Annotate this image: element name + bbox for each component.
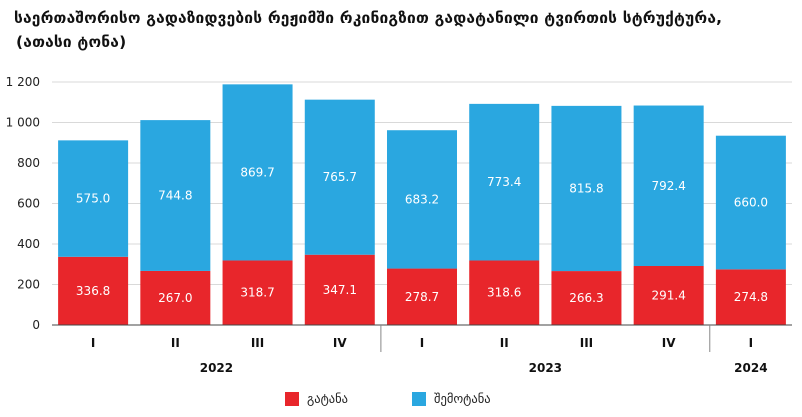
bar-segment-export: [58, 256, 129, 325]
data-label-import: 815.8: [569, 181, 603, 195]
data-label-import: 575.0: [76, 192, 110, 206]
data-label-import: 869.7: [240, 165, 274, 179]
bar-segment-import: [469, 103, 540, 261]
data-label-export: 291.4: [651, 288, 685, 302]
bar-segment-import: [222, 84, 293, 261]
data-label-import: 773.4: [487, 175, 521, 189]
x-year-label: 2022: [200, 361, 233, 375]
x-year-label: 2023: [529, 361, 562, 375]
bar-segment-export: [715, 269, 786, 325]
x-category-label: III: [251, 336, 264, 350]
x-year-label: 2024: [734, 361, 767, 375]
data-label-import: 683.2: [405, 192, 439, 206]
data-label-export: 318.7: [240, 286, 274, 300]
data-label-export: 278.7: [405, 290, 439, 304]
bar-segment-import: [715, 135, 786, 270]
data-label-export: 318.6: [487, 286, 521, 300]
bar-segment-import: [551, 105, 622, 272]
x-category-label: I: [420, 336, 424, 350]
x-category-label: II: [500, 336, 509, 350]
bar-segment-export: [551, 271, 622, 325]
legend-swatch-import: [412, 391, 426, 406]
chart-title: საერთაშორისო გადაზიდვების რეჟიმში რკინიგ…: [14, 6, 794, 54]
bar-segment-export: [140, 270, 211, 325]
bar-segment-import: [633, 105, 704, 266]
legend-item-import: შემოტანა: [412, 391, 491, 406]
data-label-import: 792.4: [651, 179, 685, 193]
x-category-label: I: [749, 336, 753, 350]
data-label-import: 765.7: [323, 170, 357, 184]
data-label-import: 744.8: [158, 189, 192, 203]
legend-swatch-export: [285, 391, 299, 406]
bar-segment-import: [387, 130, 457, 269]
y-tick-label: 800: [17, 156, 40, 170]
data-label-export: 266.3: [569, 291, 603, 305]
x-category-label: IV: [662, 336, 676, 350]
y-tick-label: 1 200: [6, 75, 40, 89]
bar-segment-export: [222, 260, 293, 325]
bar-segment-export: [469, 260, 540, 325]
bar-segment-import: [304, 99, 375, 255]
bar-segment-export: [387, 268, 457, 325]
bars: [58, 84, 786, 325]
y-tick-label: 600: [17, 197, 40, 211]
y-tick-label: 200: [17, 278, 40, 292]
data-label-export: 267.0: [158, 291, 192, 305]
bar-segment-export: [633, 265, 704, 325]
chart-title-line2: (ათასი ტონა): [16, 33, 127, 51]
data-label-export: 336.8: [76, 284, 110, 298]
y-tick-label: 0: [32, 318, 40, 332]
x-category-label: II: [171, 336, 180, 350]
x-category-label: III: [580, 336, 593, 350]
legend-label-import: შემოტანა: [434, 391, 491, 406]
data-label-import: 660.0: [734, 196, 768, 210]
legend-item-export: გატანა: [285, 391, 348, 406]
data-label-export: 274.8: [734, 290, 768, 304]
legend: გატანა შემოტანა: [0, 391, 802, 411]
data-labels: 336.8 575.0 267.0 744.8 318.7 869.7 347.1 765.7…: [76, 165, 768, 305]
bar-segment-import: [58, 140, 129, 257]
y-axis: 0 200 400 600 800 1 000 1 200: [6, 75, 40, 332]
bar-segment-export: [304, 254, 375, 325]
data-label-export: 347.1: [323, 283, 357, 297]
y-tick-label: 400: [17, 237, 40, 251]
legend-label-export: გატანა: [307, 391, 349, 406]
bar-segment-import: [140, 120, 211, 271]
y-tick-label: 1 000: [6, 116, 40, 130]
chart-title-line1: საერთაშორისო გადაზიდვების რეჟიმში რკინიგ…: [14, 9, 723, 27]
x-category-label: I: [91, 336, 95, 350]
x-category-label: IV: [333, 336, 347, 350]
